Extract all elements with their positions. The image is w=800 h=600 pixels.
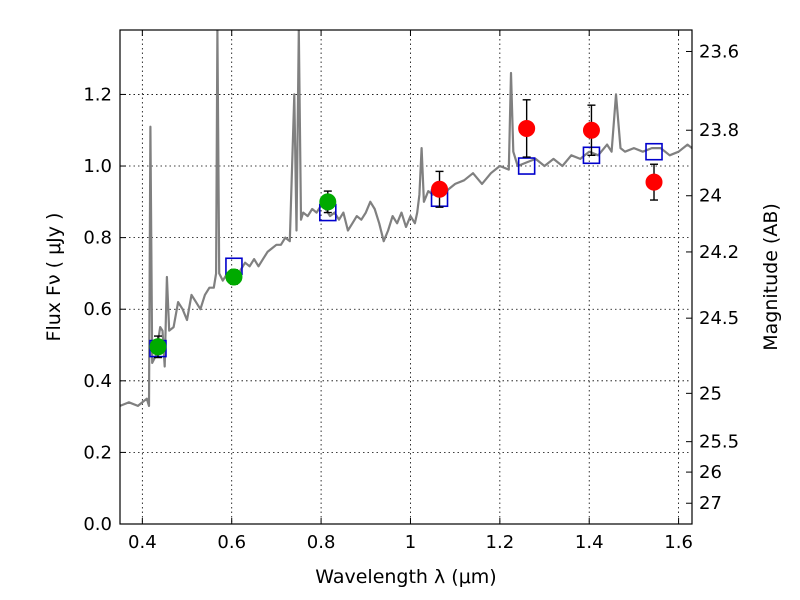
observed-data-point: [518, 119, 536, 137]
y2-tick-label: 24.5: [699, 308, 739, 329]
y2-tick-label: 25: [699, 383, 722, 404]
tick-layer: 0.4 0.6 0.8 1 1.2 1.4 1.6 0.0 0.2 0.4 0.6 0.8 1.0 1.2…: [83, 30, 739, 553]
x-tick-label: 1.4: [575, 532, 604, 553]
y2-tick-label: 24: [699, 186, 722, 207]
y-axis-label: Flux Fν ( μJy ): [43, 213, 65, 342]
x-tick-label: 0.6: [217, 532, 246, 553]
observed-data-point: [149, 338, 167, 356]
y2-tick-label: 23.6: [699, 41, 739, 62]
y2-tick-label: 24.2: [699, 242, 739, 263]
observed-data-point: [431, 180, 449, 198]
observed-data-point: [319, 193, 337, 211]
plot-frame: [119, 29, 693, 525]
y-tick-label: 1.2: [83, 84, 112, 105]
y-tick-label: 0.6: [83, 299, 112, 320]
x-tick-label: 1.6: [664, 532, 693, 553]
y-tick-label: 0.4: [83, 371, 112, 392]
y2-tick-label: 27: [699, 493, 722, 514]
x-axis-label: Wavelength λ (μm): [315, 566, 496, 588]
observed-data-point: [645, 173, 663, 191]
x-tick-label: 0.8: [307, 532, 336, 553]
model-spectrum-line: [120, 30, 692, 407]
data-layer: [120, 30, 692, 407]
x-tick-label: 1.2: [486, 532, 515, 553]
observed-data-point: [225, 268, 243, 286]
y-tick-label: 1.0: [83, 156, 112, 177]
y2-tick-label: 25.5: [699, 432, 739, 453]
y2-tick-label: 26: [699, 462, 722, 483]
model-photometry-square: [517, 157, 536, 175]
x-tick-label: 1: [405, 532, 416, 553]
y-tick-label: 0.8: [83, 228, 112, 249]
y-tick-label: 0.0: [83, 514, 112, 535]
y2-tick-label: 23.8: [699, 120, 739, 141]
observed-data-point: [582, 121, 600, 139]
model-photometry-square: [645, 142, 663, 161]
y-tick-label: 0.2: [83, 442, 112, 463]
x-tick-label: 0.4: [128, 532, 157, 553]
y2-axis-label: Magnitude (AB): [760, 203, 782, 351]
